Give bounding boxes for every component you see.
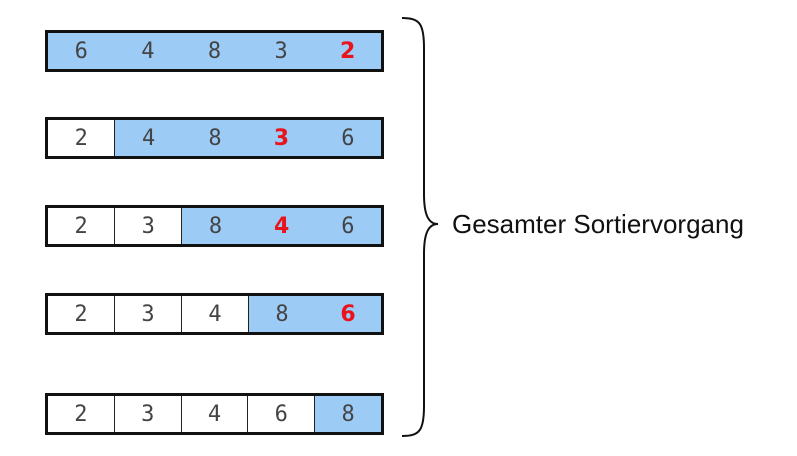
array-cell: 2 xyxy=(48,208,115,244)
process-label: Gesamter Sortiervorgang xyxy=(452,209,744,239)
array-cell: 8 xyxy=(314,396,381,432)
array-cell: 6 xyxy=(247,396,315,432)
array-cell: 4 xyxy=(114,120,182,156)
array-cell: 6 xyxy=(48,33,115,69)
array-row-3: 2 3 8 4 6 xyxy=(45,205,384,247)
array-cell: 8 xyxy=(181,33,248,69)
array-cell: 6 xyxy=(314,208,382,244)
array-cell: 8 xyxy=(181,208,249,244)
array-cell: 8 xyxy=(181,120,249,156)
array-cell: 3 xyxy=(114,208,182,244)
array-row-2: 2 4 8 3 6 xyxy=(45,117,384,159)
array-cell: 4 xyxy=(248,208,315,244)
array-cell: 3 xyxy=(248,120,315,156)
array-row-4: 2 3 4 8 6 xyxy=(45,293,384,335)
array-cell: 8 xyxy=(248,296,315,332)
array-cell: 2 xyxy=(48,396,114,432)
array-cell: 3 xyxy=(114,296,181,332)
array-row-5: 2 3 4 6 8 xyxy=(45,393,384,435)
array-row-1: 6 4 8 3 2 xyxy=(45,30,384,72)
array-cell: 3 xyxy=(247,33,315,69)
array-cell: 6 xyxy=(314,120,382,156)
array-cell: 3 xyxy=(113,396,181,432)
array-cell: 4 xyxy=(114,33,182,69)
array-cell: 2 xyxy=(48,120,115,156)
array-cell: 4 xyxy=(180,396,248,432)
array-cell: 2 xyxy=(314,33,381,69)
array-cell: 2 xyxy=(48,296,114,332)
array-cell: 4 xyxy=(181,296,248,332)
array-cell: 6 xyxy=(315,296,381,332)
curly-brace-icon xyxy=(401,17,439,437)
